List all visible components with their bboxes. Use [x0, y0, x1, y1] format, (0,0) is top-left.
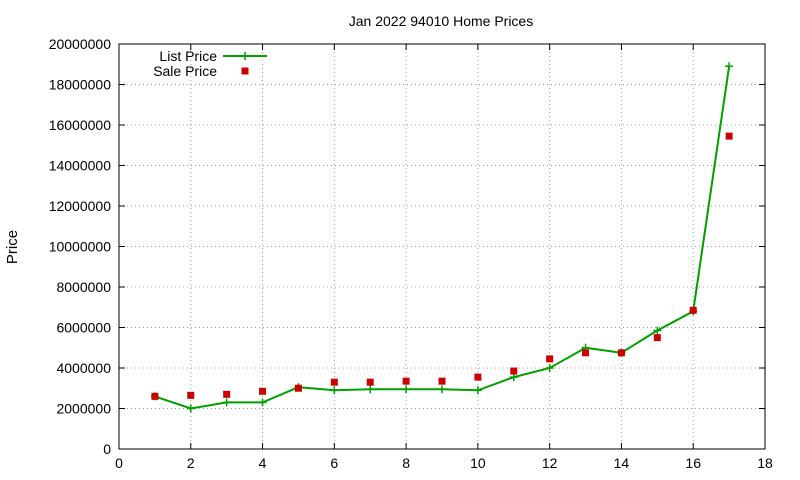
y-tick-label: 14000000: [49, 158, 112, 174]
y-tick-label: 4000000: [56, 360, 111, 376]
x-tick-label: 14: [614, 455, 630, 471]
x-tick-label: 16: [685, 455, 701, 471]
y-tick-label: 8000000: [56, 279, 111, 295]
sale-price-point: [366, 378, 374, 386]
y-tick-label: 0: [103, 441, 111, 457]
legend-label-list-price: List Price: [159, 48, 217, 64]
sale-price-point: [617, 349, 625, 357]
legend-marker-list-price: [241, 52, 249, 60]
list-price-point: [258, 398, 267, 407]
legend-marker-sale-price: [241, 67, 249, 75]
list-price-point: [402, 385, 411, 394]
x-tick-label: 12: [542, 455, 558, 471]
sale-price-point: [259, 387, 267, 395]
list-price-point: [186, 404, 195, 413]
list-price-point: [438, 385, 446, 394]
y-tick-label: 18000000: [49, 77, 112, 93]
x-tick-label: 8: [402, 455, 410, 471]
sale-price-point: [582, 349, 590, 357]
y-tick-label: 20000000: [49, 36, 112, 52]
sale-price-point: [330, 378, 338, 386]
y-tick-label: 12000000: [49, 198, 112, 214]
list-price-point: [222, 398, 231, 407]
sale-price-point: [187, 391, 195, 399]
x-tick-label: 6: [330, 455, 338, 471]
x-tick-label: 10: [470, 455, 486, 471]
y-tick-label: 2000000: [56, 401, 111, 417]
chart-title: Jan 2022 94010 Home Prices: [349, 13, 533, 29]
sale-price-point: [725, 132, 733, 140]
sale-price-point: [510, 367, 518, 375]
sale-price-point: [474, 373, 482, 381]
list-price-point: [653, 326, 662, 335]
sale-price-point: [223, 390, 231, 398]
axes: 0 2 4 6 8 10 12 14 16 18 0 2000000 4000000 6000000 800…: [49, 36, 773, 471]
sale-price-point: [438, 377, 446, 385]
sale-price-point: [294, 384, 302, 392]
sale-price-point: [689, 306, 697, 314]
x-tick-label: 18: [757, 455, 773, 471]
sale-price-point: [546, 355, 554, 363]
x-tick-label: 0: [115, 455, 123, 471]
y-tick-label: 16000000: [49, 117, 112, 133]
x-tick-label: 2: [187, 455, 195, 471]
legend-label-sale-price: Sale Price: [153, 63, 217, 79]
list-price-point: [725, 62, 734, 71]
list-price-point: [330, 386, 339, 395]
y-axis-label: Price: [4, 230, 21, 264]
sale-price-point: [402, 377, 410, 385]
list-price-line: [154, 66, 731, 410]
plot-area: [150, 62, 734, 413]
x-tick-label: 4: [259, 455, 267, 471]
y-tick-label: 10000000: [49, 239, 112, 255]
sale-price-point: [151, 392, 159, 400]
y-tick-label: 6000000: [56, 320, 111, 336]
list-price-point: [473, 386, 482, 395]
list-price-point: [366, 385, 375, 394]
list-price-point: [545, 364, 554, 372]
sale-price-point: [653, 334, 661, 342]
